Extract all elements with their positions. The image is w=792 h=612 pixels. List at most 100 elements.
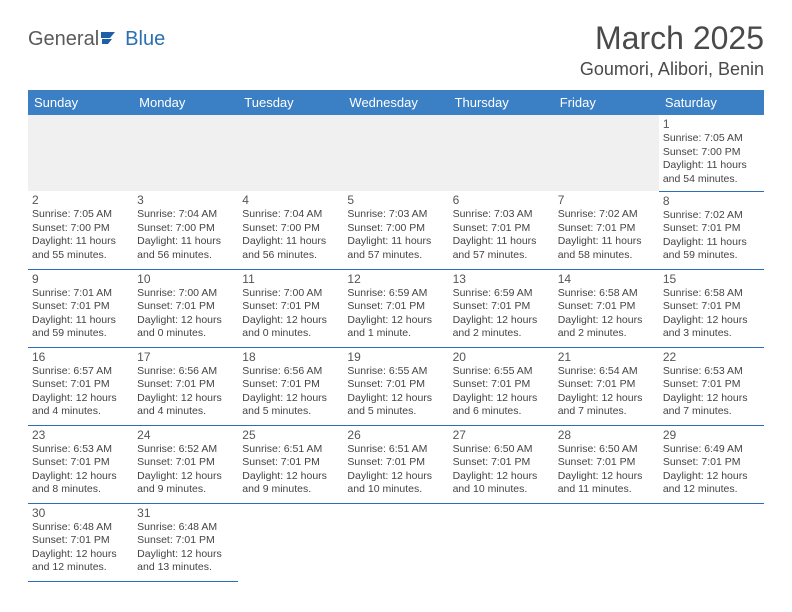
flag-icon <box>101 28 123 51</box>
calendar-day-cell: 3Sunrise: 7:04 AMSunset: 7:00 PMDaylight… <box>133 191 238 269</box>
day-info: Sunrise: 6:49 AMSunset: 7:01 PMDaylight:… <box>663 443 760 498</box>
day-number: 17 <box>137 350 234 364</box>
daylight-text: Daylight: 11 hours and 57 minutes. <box>453 235 550 262</box>
sunrise-text: Sunrise: 6:51 AM <box>347 443 444 457</box>
sunrise-text: Sunrise: 6:58 AM <box>558 287 655 301</box>
day-info: Sunrise: 6:57 AMSunset: 7:01 PMDaylight:… <box>32 365 129 420</box>
day-info: Sunrise: 6:48 AMSunset: 7:01 PMDaylight:… <box>32 521 129 576</box>
sunset-text: Sunset: 7:01 PM <box>558 300 655 314</box>
day-number: 3 <box>137 193 234 207</box>
sunrise-text: Sunrise: 6:50 AM <box>453 443 550 457</box>
sunrise-text: Sunrise: 7:00 AM <box>242 287 339 301</box>
calendar-day-cell <box>554 115 659 191</box>
day-header: Monday <box>133 90 238 115</box>
sunset-text: Sunset: 7:01 PM <box>347 300 444 314</box>
calendar-day-cell: 29Sunrise: 6:49 AMSunset: 7:01 PMDayligh… <box>659 425 764 503</box>
daylight-text: Daylight: 12 hours and 9 minutes. <box>242 470 339 497</box>
calendar-week-row: 2Sunrise: 7:05 AMSunset: 7:00 PMDaylight… <box>28 191 764 269</box>
sunset-text: Sunset: 7:01 PM <box>347 378 444 392</box>
calendar-day-cell: 31Sunrise: 6:48 AMSunset: 7:01 PMDayligh… <box>133 503 238 581</box>
sunrise-text: Sunrise: 6:59 AM <box>347 287 444 301</box>
day-number: 16 <box>32 350 129 364</box>
day-number: 26 <box>347 428 444 442</box>
day-number: 13 <box>453 272 550 286</box>
daylight-text: Daylight: 12 hours and 10 minutes. <box>453 470 550 497</box>
calendar-day-cell: 26Sunrise: 6:51 AMSunset: 7:01 PMDayligh… <box>343 425 448 503</box>
day-info: Sunrise: 7:00 AMSunset: 7:01 PMDaylight:… <box>242 287 339 342</box>
calendar-day-cell: 15Sunrise: 6:58 AMSunset: 7:01 PMDayligh… <box>659 269 764 347</box>
day-number: 8 <box>663 194 760 208</box>
day-number: 18 <box>242 350 339 364</box>
sunrise-text: Sunrise: 6:55 AM <box>453 365 550 379</box>
daylight-text: Daylight: 12 hours and 12 minutes. <box>663 470 760 497</box>
day-number: 21 <box>558 350 655 364</box>
day-info: Sunrise: 6:56 AMSunset: 7:01 PMDaylight:… <box>242 365 339 420</box>
calendar-week-row: 1Sunrise: 7:05 AMSunset: 7:00 PMDaylight… <box>28 115 764 191</box>
logo-text-general: General <box>28 28 99 51</box>
sunset-text: Sunset: 7:01 PM <box>32 456 129 470</box>
sunset-text: Sunset: 7:01 PM <box>663 222 760 236</box>
sunset-text: Sunset: 7:01 PM <box>453 456 550 470</box>
daylight-text: Daylight: 11 hours and 59 minutes. <box>663 236 760 263</box>
sunrise-text: Sunrise: 6:51 AM <box>242 443 339 457</box>
sunrise-text: Sunrise: 6:48 AM <box>137 521 234 535</box>
day-number: 7 <box>558 193 655 207</box>
daylight-text: Daylight: 12 hours and 4 minutes. <box>137 392 234 419</box>
calendar-week-row: 9Sunrise: 7:01 AMSunset: 7:01 PMDaylight… <box>28 269 764 347</box>
sunset-text: Sunset: 7:01 PM <box>242 456 339 470</box>
daylight-text: Daylight: 12 hours and 7 minutes. <box>558 392 655 419</box>
sunrise-text: Sunrise: 7:00 AM <box>137 287 234 301</box>
sunrise-text: Sunrise: 6:48 AM <box>32 521 129 535</box>
daylight-text: Daylight: 12 hours and 4 minutes. <box>32 392 129 419</box>
sunset-text: Sunset: 7:01 PM <box>558 456 655 470</box>
day-info: Sunrise: 6:59 AMSunset: 7:01 PMDaylight:… <box>453 287 550 342</box>
calendar-day-cell: 22Sunrise: 6:53 AMSunset: 7:01 PMDayligh… <box>659 347 764 425</box>
calendar-day-cell: 2Sunrise: 7:05 AMSunset: 7:00 PMDaylight… <box>28 191 133 269</box>
calendar-day-cell: 4Sunrise: 7:04 AMSunset: 7:00 PMDaylight… <box>238 191 343 269</box>
day-number: 22 <box>663 350 760 364</box>
day-header: Wednesday <box>343 90 448 115</box>
calendar-day-cell: 18Sunrise: 6:56 AMSunset: 7:01 PMDayligh… <box>238 347 343 425</box>
calendar-week-row: 23Sunrise: 6:53 AMSunset: 7:01 PMDayligh… <box>28 425 764 503</box>
day-info: Sunrise: 6:55 AMSunset: 7:01 PMDaylight:… <box>453 365 550 420</box>
sunset-text: Sunset: 7:01 PM <box>32 300 129 314</box>
calendar-day-cell: 16Sunrise: 6:57 AMSunset: 7:01 PMDayligh… <box>28 347 133 425</box>
sunrise-text: Sunrise: 6:57 AM <box>32 365 129 379</box>
calendar-day-cell <box>449 115 554 191</box>
daylight-text: Daylight: 11 hours and 57 minutes. <box>347 235 444 262</box>
daylight-text: Daylight: 12 hours and 0 minutes. <box>137 314 234 341</box>
day-header: Thursday <box>449 90 554 115</box>
sunset-text: Sunset: 7:00 PM <box>137 222 234 236</box>
sunrise-text: Sunrise: 6:52 AM <box>137 443 234 457</box>
day-info: Sunrise: 7:04 AMSunset: 7:00 PMDaylight:… <box>137 208 234 263</box>
sunset-text: Sunset: 7:01 PM <box>663 378 760 392</box>
sunset-text: Sunset: 7:00 PM <box>242 222 339 236</box>
calendar-day-cell <box>554 503 659 581</box>
day-info: Sunrise: 7:00 AMSunset: 7:01 PMDaylight:… <box>137 287 234 342</box>
calendar-day-cell: 28Sunrise: 6:50 AMSunset: 7:01 PMDayligh… <box>554 425 659 503</box>
day-header: Saturday <box>659 90 764 115</box>
day-info: Sunrise: 6:53 AMSunset: 7:01 PMDaylight:… <box>32 443 129 498</box>
day-number: 19 <box>347 350 444 364</box>
calendar-day-cell: 19Sunrise: 6:55 AMSunset: 7:01 PMDayligh… <box>343 347 448 425</box>
sunset-text: Sunset: 7:01 PM <box>453 222 550 236</box>
sunset-text: Sunset: 7:01 PM <box>558 378 655 392</box>
day-info: Sunrise: 7:02 AMSunset: 7:01 PMDaylight:… <box>663 209 760 264</box>
sunset-text: Sunset: 7:00 PM <box>347 222 444 236</box>
day-info: Sunrise: 7:03 AMSunset: 7:00 PMDaylight:… <box>347 208 444 263</box>
day-info: Sunrise: 7:05 AMSunset: 7:00 PMDaylight:… <box>32 208 129 263</box>
day-number: 20 <box>453 350 550 364</box>
daylight-text: Daylight: 11 hours and 54 minutes. <box>663 159 760 186</box>
day-info: Sunrise: 6:55 AMSunset: 7:01 PMDaylight:… <box>347 365 444 420</box>
sunrise-text: Sunrise: 7:02 AM <box>558 208 655 222</box>
calendar-day-cell: 24Sunrise: 6:52 AMSunset: 7:01 PMDayligh… <box>133 425 238 503</box>
sunset-text: Sunset: 7:01 PM <box>137 378 234 392</box>
day-number: 23 <box>32 428 129 442</box>
calendar-day-cell: 17Sunrise: 6:56 AMSunset: 7:01 PMDayligh… <box>133 347 238 425</box>
day-info: Sunrise: 6:51 AMSunset: 7:01 PMDaylight:… <box>242 443 339 498</box>
sunrise-text: Sunrise: 6:56 AM <box>242 365 339 379</box>
day-info: Sunrise: 6:54 AMSunset: 7:01 PMDaylight:… <box>558 365 655 420</box>
daylight-text: Daylight: 11 hours and 56 minutes. <box>242 235 339 262</box>
sunrise-text: Sunrise: 7:05 AM <box>663 132 760 146</box>
daylight-text: Daylight: 11 hours and 56 minutes. <box>137 235 234 262</box>
